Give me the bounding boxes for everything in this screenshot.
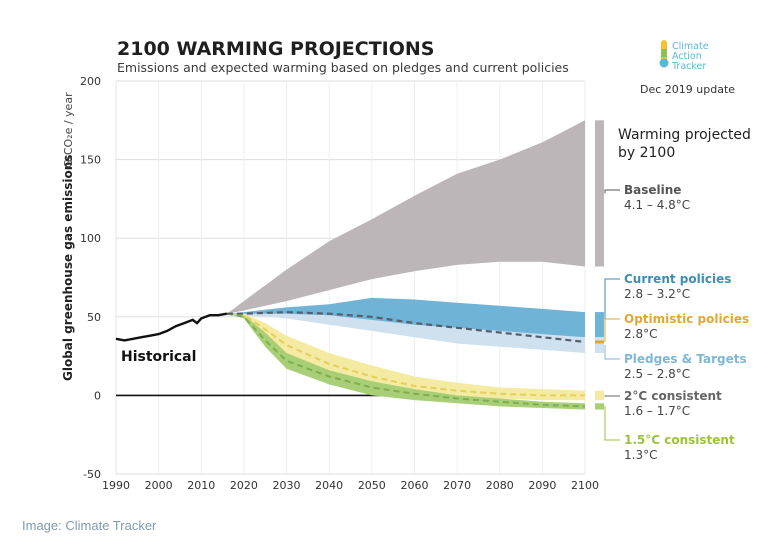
legend-name-current-policies: Current policies <box>624 272 731 286</box>
tick-layer: -50 0 50 100 150 200 1990 2000 2010 2020 2030 2040 2… <box>80 75 599 492</box>
bar-current-policies <box>595 312 604 338</box>
thermometer-icon <box>659 40 669 68</box>
chart-subtitle: Emissions and expected warming based on … <box>117 60 569 75</box>
x-tick-label: 2060 <box>400 479 428 492</box>
y-tick-label: 150 <box>80 154 101 167</box>
legend-connector-baseline <box>604 189 620 194</box>
image-credit: Image: Climate Tracker <box>22 518 157 533</box>
grid-layer <box>115 80 586 475</box>
x-tick-label: 2040 <box>315 479 343 492</box>
area-baseline <box>226 120 585 314</box>
warming-title-line1: Warming projected <box>618 127 751 143</box>
midline-1-5-c-consistent <box>226 312 586 408</box>
y-tick-label: -50 <box>83 468 101 481</box>
legend-range-2-c-consistent: 1.6 – 1.7°C <box>624 404 690 418</box>
legend-range-optimistic-policies: 2.8°C <box>624 327 657 341</box>
midline-2-c-consistent <box>226 312 585 397</box>
line-optimistic-policies <box>226 310 586 344</box>
warming-range-bars <box>595 120 604 410</box>
legend-connector-1-5-c-consistent <box>604 406 620 441</box>
legend-range-1-5-c-consistent: 1.3°C <box>624 448 657 462</box>
area-1-5-c-consistent <box>226 313 585 410</box>
legend-range-baseline: 4.1 – 4.8°C <box>624 198 690 212</box>
legend-name-optimistic-policies: Optimistic policies <box>624 312 749 326</box>
y-axis-unit: GtCO₂e / year <box>62 92 75 168</box>
legend-name-1-5-c-consistent: 1.5°C consistent <box>624 433 735 447</box>
legend-name-pledges-targets: Pledges & Targets <box>624 352 747 366</box>
bar-baseline <box>595 120 604 267</box>
area-pledges-targets <box>226 313 585 353</box>
chart-title: 2100 WARMING PROJECTIONS <box>117 38 435 60</box>
legend-connector-optimistic-policies <box>604 318 620 342</box>
bar-pledges-targets <box>595 337 604 353</box>
logo-line-2: Action <box>672 51 702 62</box>
x-tick-label: 2070 <box>443 479 471 492</box>
x-tick-label: 2000 <box>145 479 173 492</box>
bar-optimistic-policies <box>595 340 604 344</box>
legend-name-2-c-consistent: 2°C consistent <box>624 389 722 403</box>
x-tick-label: 2050 <box>358 479 386 492</box>
area-2-c-consistent <box>226 313 585 401</box>
bar-1-5-c-consistent <box>595 403 604 410</box>
y-tick-label: 0 <box>94 389 101 402</box>
legend-name-baseline: Baseline <box>624 183 681 197</box>
x-tick-label: 2010 <box>187 479 215 492</box>
warming-title-line2: by 2100 <box>618 145 675 161</box>
area-layer <box>226 120 585 410</box>
x-tick-label: 2030 <box>273 479 301 492</box>
legend-connector-pledges-targets <box>604 345 620 360</box>
line-historical <box>115 312 228 342</box>
y-tick-label: 50 <box>87 311 101 324</box>
x-tick-label: 2080 <box>486 479 514 492</box>
area-current-policies <box>226 297 585 338</box>
y-axis-label: Global greenhouse gas emissions <box>61 155 75 381</box>
legend-range-current-policies: 2.8 – 3.2°C <box>624 287 690 301</box>
x-tick-label: 2020 <box>230 479 258 492</box>
y-tick-label: 100 <box>80 232 101 245</box>
x-tick-label: 1990 <box>102 479 130 492</box>
line-layer <box>115 310 586 408</box>
x-tick-label: 2090 <box>528 479 556 492</box>
legend-connector-current-policies <box>604 278 620 325</box>
logo-line-3: Tracker <box>671 61 706 72</box>
x-tick-label: 2100 <box>571 479 599 492</box>
climate-action-tracker-logo: Climate Action Tracker <box>659 40 709 72</box>
bar-2-c-consistent <box>595 390 604 401</box>
y-tick-label: 200 <box>80 75 101 88</box>
historical-label: Historical <box>121 349 196 365</box>
legend-connector-2-c-consistent <box>604 395 620 397</box>
legend-range-pledges-targets: 2.5 – 2.8°C <box>624 367 690 381</box>
logo-line-1: Climate <box>672 41 709 52</box>
update-note: Dec 2019 update <box>640 83 735 96</box>
